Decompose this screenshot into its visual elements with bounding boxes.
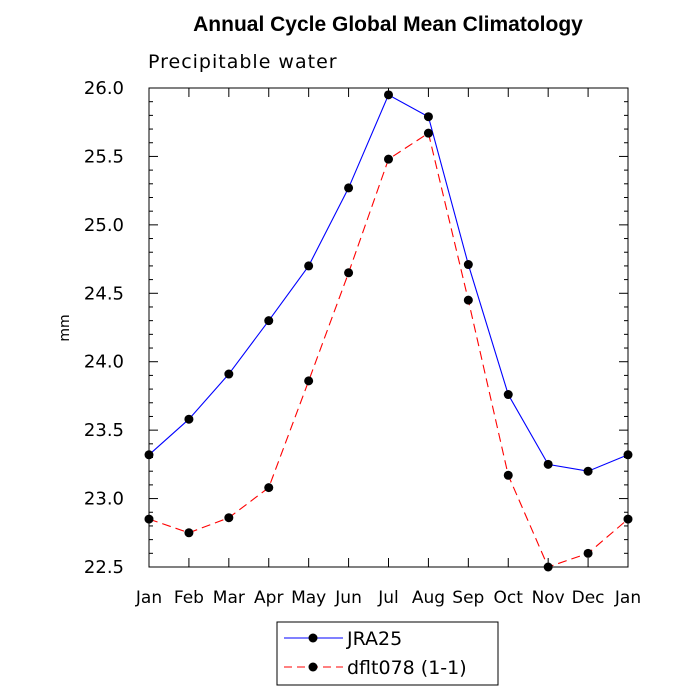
- data-point-series-1: [184, 414, 194, 424]
- data-point-series-1: [463, 260, 473, 270]
- x-tick-label: Jun: [334, 588, 362, 608]
- x-tick-label: Jul: [377, 588, 399, 608]
- series-line-1: [148, 94, 629, 472]
- y-tick-label: 23.5: [84, 420, 124, 441]
- chart-subtitle: Precipitable water: [148, 51, 338, 73]
- x-tick-label: Jan: [614, 588, 641, 608]
- data-point-series-1: [423, 112, 433, 122]
- data-point-series-1: [344, 183, 354, 193]
- y-tick-label: 25.0: [84, 215, 124, 236]
- data-point-series-2: [264, 483, 274, 493]
- data-point-series-1: [304, 261, 314, 271]
- y-tick-label: 26.0: [84, 78, 124, 99]
- x-tick-label: Sep: [452, 588, 484, 608]
- tick-group: [148, 87, 629, 568]
- y-axis-label: mm: [57, 314, 73, 341]
- series-line-2: [148, 132, 629, 568]
- x-tick-label: Apr: [254, 588, 283, 608]
- data-point-series-2: [503, 470, 513, 480]
- data-point-series-2: [344, 268, 354, 278]
- x-tick-label: Dec: [572, 588, 605, 608]
- y-tick-label: 24.5: [84, 283, 124, 304]
- data-point-series-2: [583, 548, 593, 558]
- x-tick-label: Oct: [494, 588, 524, 608]
- series-layer: [144, 90, 633, 572]
- data-point-series-2: [384, 154, 393, 164]
- data-point-series-2: [224, 513, 234, 523]
- x-tick-label: Aug: [412, 588, 445, 608]
- x-tick-label: Mar: [213, 588, 245, 608]
- y-tick-label: 25.5: [84, 146, 124, 167]
- data-point-series-2: [463, 295, 473, 305]
- plot-frame: [148, 87, 629, 568]
- data-point-series-1: [224, 369, 234, 379]
- data-point-series-1: [583, 466, 593, 476]
- x-tick-label: Jan: [135, 588, 162, 608]
- legend-marker-series-1: [308, 633, 318, 643]
- x-tick-label: Feb: [174, 588, 204, 608]
- legend-label-series-1: JRA25: [346, 628, 402, 650]
- data-point-series-1: [264, 316, 274, 326]
- chart-title: Annual Cycle Global Mean Climatology: [193, 13, 583, 36]
- legend: JRA25 dflt078 (1-1): [276, 621, 499, 686]
- data-point-series-1: [503, 390, 513, 400]
- y-tick-label: 23.0: [84, 489, 124, 510]
- x-tick-label: May: [291, 588, 326, 608]
- y-tick-label: 24.0: [84, 352, 124, 373]
- y-tick-label: 22.5: [84, 557, 124, 578]
- data-point-series-1: [384, 90, 393, 100]
- legend-box: [276, 621, 499, 686]
- data-point-series-2: [304, 376, 314, 386]
- data-point-series-2: [423, 128, 433, 138]
- data-point-series-2: [184, 528, 194, 538]
- data-point-series-1: [543, 459, 553, 469]
- x-tick-labels: Jan Feb Mar Apr May Jun Jul Aug Sep Oct Nov Dec Jan: [135, 588, 641, 608]
- y-tick-labels: 22.5 23.0 23.5 24.0 24.5 25.0 25.5 26.0: [84, 78, 124, 578]
- x-tick-label: Nov: [532, 588, 565, 608]
- legend-label-series-2: dflt078 (1-1): [347, 657, 467, 679]
- legend-marker-series-2: [308, 662, 318, 672]
